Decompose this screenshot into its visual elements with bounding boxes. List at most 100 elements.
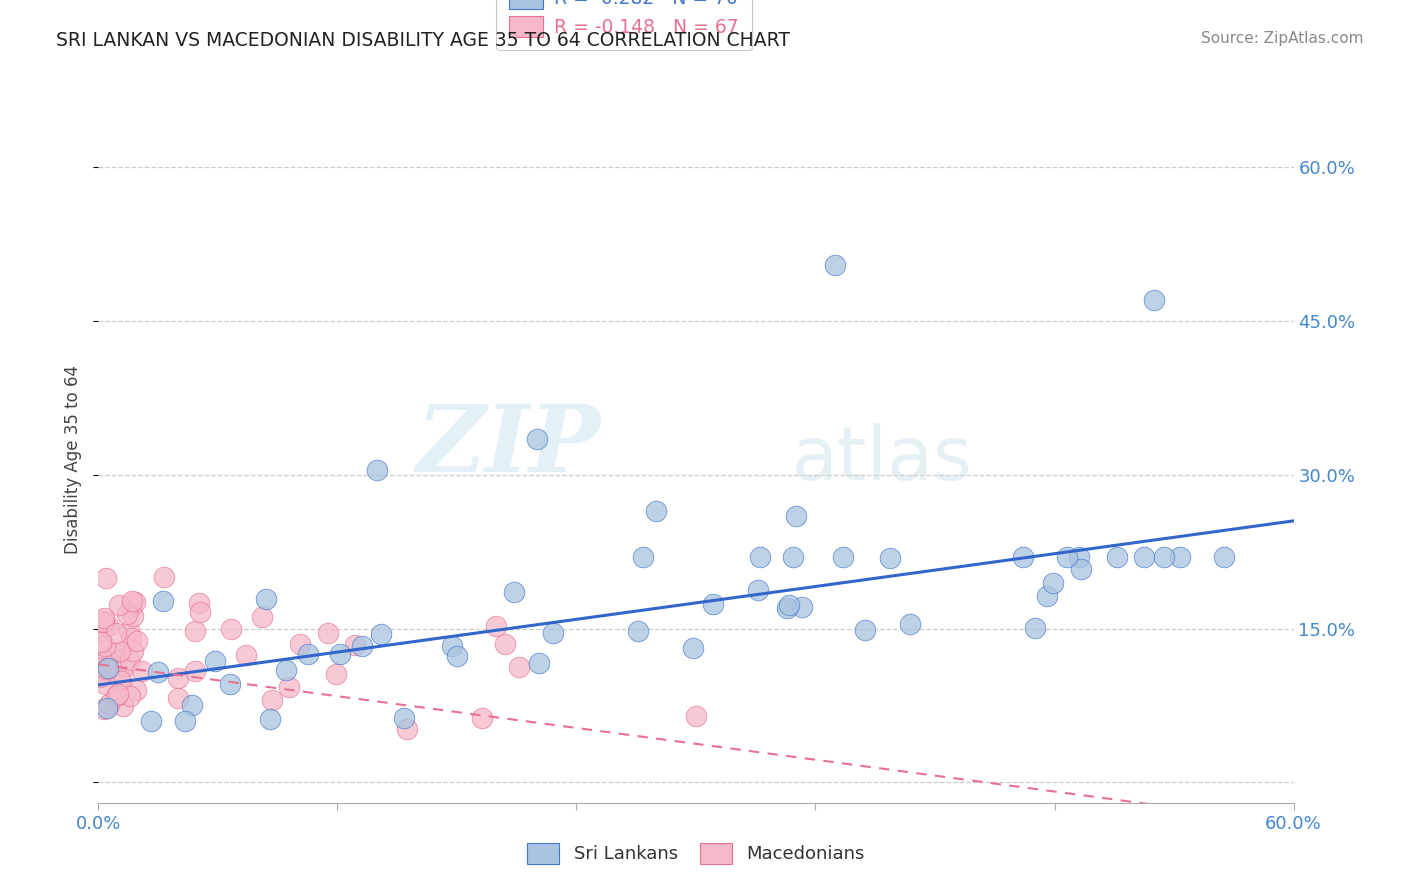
- Point: [471, 710, 494, 724]
- Point: [96, 571, 118, 585]
- Point: [152, 594, 174, 608]
- Point: [526, 432, 548, 446]
- Point: [1024, 622, 1046, 636]
- Point: [1069, 549, 1091, 564]
- Point: [879, 550, 901, 565]
- Point: [167, 671, 190, 685]
- Point: [278, 680, 301, 694]
- Point: [90, 635, 112, 649]
- Point: [188, 596, 211, 610]
- Point: [1070, 562, 1092, 576]
- Point: [645, 503, 668, 517]
- Point: [120, 631, 142, 645]
- Point: [396, 722, 419, 736]
- Point: [219, 622, 242, 636]
- Point: [276, 663, 298, 677]
- Point: [107, 598, 129, 612]
- Point: [118, 653, 141, 667]
- Point: [125, 682, 148, 697]
- Point: [1143, 293, 1166, 308]
- Point: [508, 660, 530, 674]
- Point: [121, 594, 143, 608]
- Point: [122, 609, 145, 624]
- Point: [87, 654, 110, 668]
- Point: [392, 710, 415, 724]
- Point: [485, 618, 508, 632]
- Point: [1036, 589, 1059, 603]
- Point: [288, 636, 311, 650]
- Point: [153, 570, 176, 584]
- Point: [775, 601, 797, 615]
- Point: [89, 661, 111, 675]
- Point: [218, 676, 240, 690]
- Point: [1133, 550, 1156, 565]
- Point: [108, 643, 131, 657]
- Point: [370, 627, 392, 641]
- Point: [254, 592, 277, 607]
- Point: [316, 625, 339, 640]
- Point: [184, 664, 207, 678]
- Point: [110, 673, 132, 688]
- Point: [329, 647, 352, 661]
- Point: [184, 624, 207, 639]
- Point: [297, 647, 319, 661]
- Point: [148, 665, 170, 680]
- Point: [107, 687, 129, 701]
- Point: [105, 689, 128, 703]
- Point: [188, 605, 211, 619]
- Point: [131, 665, 153, 679]
- Point: [111, 699, 134, 714]
- Point: [104, 646, 127, 660]
- Point: [441, 639, 464, 653]
- Legend: Sri Lankans, Macedonians: Sri Lankans, Macedonians: [517, 834, 875, 872]
- Point: [93, 611, 115, 625]
- Point: [139, 714, 162, 728]
- Point: [94, 662, 117, 676]
- Point: [702, 597, 724, 611]
- Point: [121, 644, 143, 658]
- Point: [262, 692, 284, 706]
- Point: [93, 702, 115, 716]
- Point: [96, 661, 118, 675]
- Point: [124, 595, 146, 609]
- Point: [1042, 576, 1064, 591]
- Point: [173, 714, 195, 728]
- Point: [503, 584, 526, 599]
- Point: [529, 656, 551, 670]
- Point: [541, 625, 564, 640]
- Point: [127, 634, 149, 648]
- Point: [235, 648, 257, 662]
- Point: [685, 708, 707, 723]
- Point: [898, 617, 921, 632]
- Point: [325, 667, 347, 681]
- Point: [1153, 549, 1175, 564]
- Point: [853, 623, 876, 637]
- Point: [824, 258, 846, 272]
- Point: [785, 508, 807, 523]
- Point: [94, 640, 117, 654]
- Point: [90, 624, 112, 639]
- Point: [747, 582, 769, 597]
- Point: [682, 641, 704, 656]
- Text: ZIP: ZIP: [416, 401, 600, 491]
- Point: [350, 639, 373, 653]
- Point: [180, 698, 202, 712]
- Point: [749, 549, 772, 564]
- Point: [1212, 549, 1234, 564]
- Point: [114, 659, 136, 673]
- Point: [1012, 549, 1035, 564]
- Point: [93, 615, 115, 629]
- Point: [204, 654, 226, 668]
- Point: [627, 624, 650, 638]
- Point: [120, 599, 142, 614]
- Text: atlas: atlas: [792, 423, 973, 496]
- Point: [344, 638, 367, 652]
- Text: SRI LANKAN VS MACEDONIAN DISABILITY AGE 35 TO 64 CORRELATION CHART: SRI LANKAN VS MACEDONIAN DISABILITY AGE …: [56, 31, 790, 50]
- Point: [115, 607, 138, 621]
- Point: [1107, 549, 1129, 564]
- Point: [250, 610, 273, 624]
- Text: Source: ZipAtlas.com: Source: ZipAtlas.com: [1201, 31, 1364, 46]
- Point: [1168, 549, 1191, 564]
- Point: [120, 690, 142, 704]
- Point: [1056, 549, 1078, 564]
